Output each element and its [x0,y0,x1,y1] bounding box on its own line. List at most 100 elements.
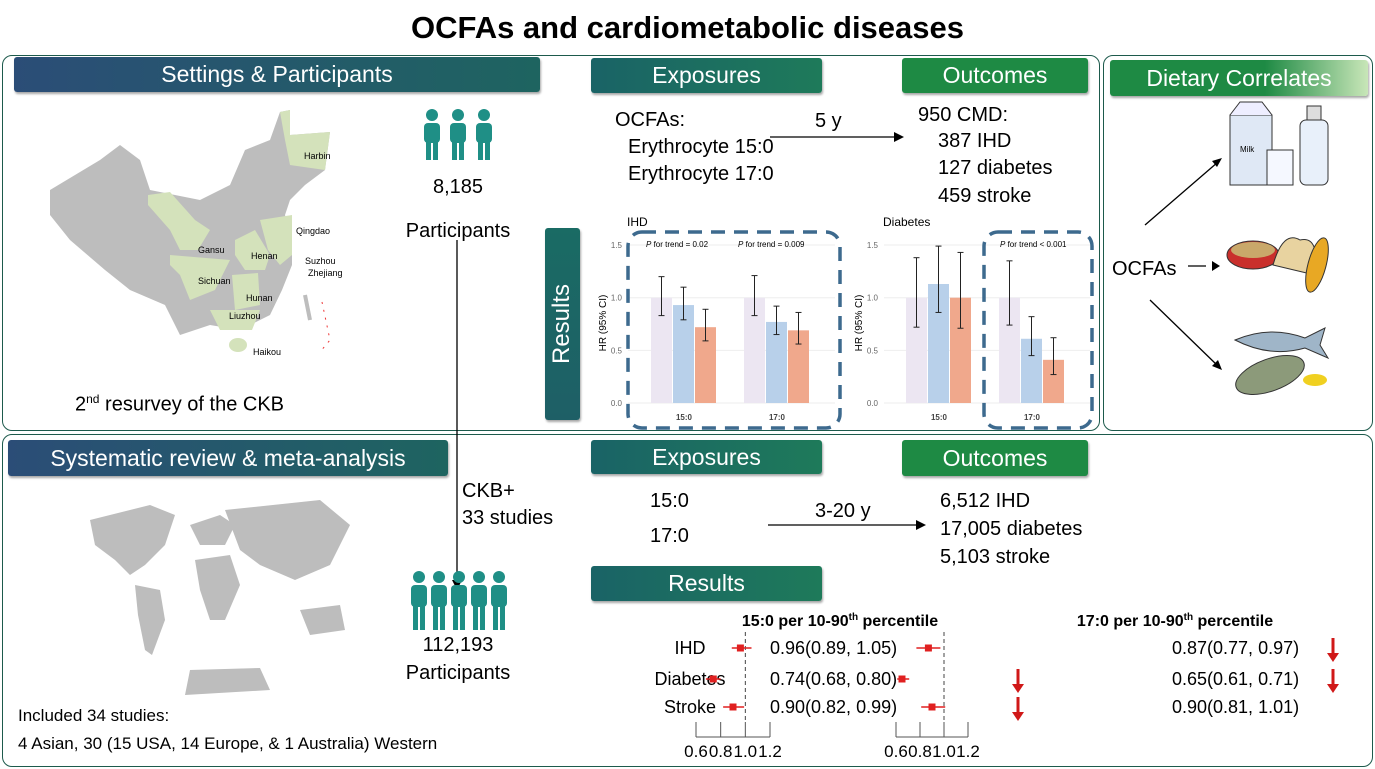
point-estimate [729,703,737,711]
forest-title: 15:0 per 10-90th percentile [742,612,938,630]
outcome-ihd-meta: 6,512 IHD [940,490,1031,512]
exposure-17-0: Erythrocyte 17:0 [628,163,774,185]
outcome-cmd: 950 CMD: [918,104,1009,126]
highlight-box [626,230,842,430]
resurvey-caption: 2nd resurvey of the CKB [75,392,285,416]
participants-icon [424,109,492,160]
map-label-sichuan: Sichuan [198,276,231,286]
map-label-gansu: Gansu [198,245,225,255]
down-arrow-head [1012,684,1024,693]
outcome-stroke: 459 stroke [938,185,1032,207]
results-header-meta: Results [591,566,822,601]
participants-icon-meta [411,571,507,630]
down-arrow-head [1012,712,1024,721]
outcomes-header: Outcomes [902,58,1088,93]
dietary-ocfas-label: OCFAs [1112,258,1177,280]
grains-corn-icon [1226,237,1329,293]
china-map: Harbin Qingdao Gansu Henan Suzhou Zhejia… [50,110,343,357]
y-tick-label: 0.5 [867,346,879,355]
outcomes-header-meta: Outcomes [902,440,1088,476]
x-tick-label: 17:0 [1024,413,1041,422]
y-tick-label: 1.0 [611,294,623,303]
map-label-harbin: Harbin [304,151,331,161]
dietary-header: Dietary Correlates [1110,60,1368,96]
participants-count: 8,185 [432,176,484,198]
ckb-plus-label: CKB+ [462,480,515,502]
point-estimate [928,703,936,711]
settings-header: Settings & Participants [14,57,540,92]
bar [766,321,787,403]
exposures-header: Exposures [591,58,822,93]
p-trend-annotation: P for trend < 0.001 [1000,240,1067,249]
studies-count-label: 33 studies [462,507,554,529]
map-label-haikou: Haikou [253,347,281,357]
p-trend-annotation: P for trend = 0.009 [738,240,805,249]
chart-title: IHD [627,215,648,229]
x-tick-label: 1.0 [932,742,956,761]
y-tick-label: 0.0 [611,399,623,408]
map-label-suzhou: Suzhou [305,256,336,266]
map-label-hunan: Hunan [246,293,273,303]
x-tick-label: 17:0 [769,413,786,422]
study-breakdown: 4 Asian, 30 (15 USA, 14 Europe, & 1 Aust… [18,734,438,753]
point-estimate [709,675,717,683]
followup-arrow-meta [768,520,926,530]
map-label-henan: Henan [251,251,278,261]
outcome-diabetes: 127 diabetes [938,157,1053,179]
x-tick-label: 0.8 [709,742,733,761]
followup-label-meta: 3-20 y [815,500,871,522]
exposure-ocfas: OCFAs: [615,109,686,131]
hr-ci-text: 0.96(0.89, 1.05) [770,638,897,658]
highlight-box [982,230,1094,430]
down-arrow-head [1327,684,1339,693]
map-label-qingdao: Qingdao [296,226,330,236]
followup-arrow [770,132,904,142]
x-tick-label: 1.2 [758,742,782,761]
outcome-stroke-meta: 5,103 stroke [940,546,1051,568]
y-tick-label: 1.5 [867,241,879,250]
bar [1043,359,1064,403]
x-tick-label: 15:0 [676,413,693,422]
forest-row-label: Diabetes [654,669,725,689]
y-axis-label: HR (95% CI) [598,295,609,352]
x-tick-label: 1.0 [734,742,758,761]
hr-ci-text: 0.90(0.82, 0.99) [770,697,897,717]
bar [906,297,927,403]
bar [1021,338,1042,403]
x-tick-label: 0.6 [884,742,908,761]
y-tick-label: 0.0 [867,399,879,408]
bar [950,297,971,403]
exposures-header-meta: Exposures [591,440,822,474]
milk-dairy-icon: Milk [1229,101,1329,186]
outcome-ihd: 387 IHD [938,130,1012,152]
review-header: Systematic review & meta-analysis [8,440,448,476]
included-studies: Included 34 studies: [18,706,170,725]
exposure-17-0-meta: 17:0 [650,525,689,547]
hr-ci-text: 0.87(0.77, 0.97) [1172,638,1299,658]
map-label-liuzhou: Liuzhou [229,311,261,321]
point-estimate [736,644,744,652]
chart-title: Diabetes [883,215,930,229]
x-tick-label: 1.2 [956,742,980,761]
bar [928,284,949,403]
bar [999,297,1020,403]
outcome-diabetes-meta: 17,005 diabetes [940,518,1083,540]
hr-ci-text: 0.74(0.68, 0.80) [770,669,897,689]
followup-label: 5 y [815,110,842,132]
dietary-panel [1103,55,1373,431]
page-title: OCFAs and cardiometabolic diseases [410,10,965,45]
bar [744,297,765,403]
bar [673,305,694,403]
results-side-header: Results [545,228,580,420]
p-trend-annotation: P for trend = 0.02 [646,240,709,249]
world-map [90,500,350,695]
hr-ci-text: 0.90(0.81, 1.01) [1172,697,1299,717]
point-estimate [924,644,932,652]
dietary-arrows [1144,158,1222,370]
exposure-15-0: Erythrocyte 15:0 [628,136,774,158]
down-arrow-head [1327,653,1339,662]
y-axis-label: HR (95% CI) [854,295,865,352]
bar [695,327,716,403]
y-tick-label: 1.0 [867,294,879,303]
